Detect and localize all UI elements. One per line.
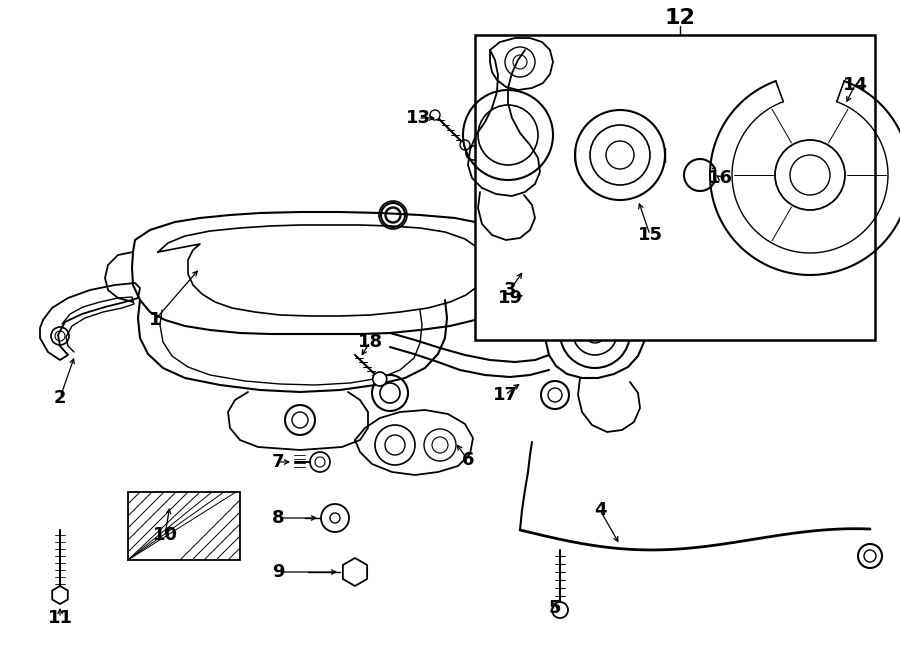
- Circle shape: [552, 602, 568, 618]
- Text: 1: 1: [148, 311, 161, 329]
- Bar: [475, 35, 875, 340]
- Circle shape: [466, 146, 480, 160]
- Text: 3: 3: [504, 281, 517, 299]
- Text: 12: 12: [664, 8, 696, 28]
- Circle shape: [373, 372, 387, 386]
- Text: 18: 18: [357, 333, 382, 351]
- Text: 17: 17: [492, 386, 517, 404]
- Circle shape: [430, 110, 440, 120]
- Text: 11: 11: [48, 609, 73, 627]
- Text: 2: 2: [54, 389, 67, 407]
- Text: 4: 4: [594, 501, 607, 519]
- Text: 13: 13: [406, 109, 430, 127]
- Text: 16: 16: [707, 169, 733, 187]
- Circle shape: [310, 452, 330, 472]
- Text: 9: 9: [272, 563, 284, 581]
- Text: 5: 5: [549, 599, 562, 617]
- Text: 6: 6: [462, 451, 474, 469]
- Text: 7: 7: [272, 453, 284, 471]
- Text: 15: 15: [637, 226, 662, 244]
- Bar: [128, 492, 240, 560]
- Circle shape: [496, 176, 510, 190]
- Text: 19: 19: [498, 289, 523, 307]
- Text: 10: 10: [152, 526, 177, 544]
- Text: 8: 8: [272, 509, 284, 527]
- Circle shape: [460, 140, 470, 150]
- Text: 14: 14: [842, 76, 868, 94]
